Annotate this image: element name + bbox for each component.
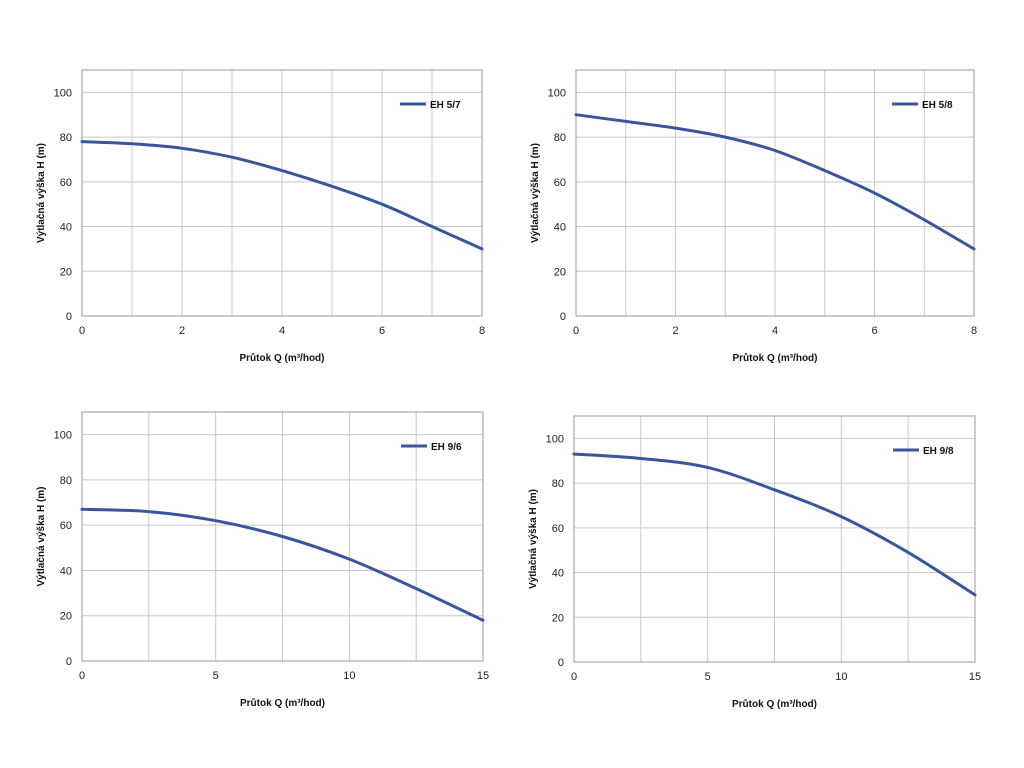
x-tick-label: 5 (213, 670, 219, 682)
x-tick-label: 4 (772, 325, 778, 337)
x-tick-label: 2 (672, 325, 678, 337)
x-tick-label: 5 (705, 671, 711, 683)
x-tick-label: 2 (179, 325, 185, 337)
y-tick-label: 20 (60, 266, 72, 278)
y-tick-label: 0 (560, 311, 566, 323)
x-tick-label: 10 (835, 671, 847, 683)
plot-frame (573, 415, 976, 663)
y-tick-label: 40 (554, 222, 566, 234)
y-tick-label: 80 (60, 132, 72, 144)
x-tick-label: 10 (343, 670, 355, 682)
x-axis-label: Průtok Q (m³/hod) (240, 352, 325, 364)
series-line (80, 507, 485, 622)
legend-label: EH 9/8 (923, 446, 954, 457)
y-tick-label: 0 (66, 311, 72, 323)
y-tick-label: 80 (552, 478, 564, 490)
y-tick-label: 80 (60, 475, 72, 487)
plot-frame (81, 411, 484, 662)
y-axis-label: Výtlačná výška H (m) (530, 143, 541, 243)
x-tick-label: 0 (573, 325, 579, 337)
x-tick-label: 4 (279, 325, 285, 337)
y-tick-label: 60 (552, 523, 564, 535)
pump-curve-chart-eh-9-6: 0 20 40 60 80 100 0 5 10 15 Průtok Q (m³/hod) Výtla… (36, 411, 489, 709)
series-line (80, 140, 484, 251)
legend-label: EH 9/6 (431, 442, 462, 453)
x-tick-label: 0 (571, 671, 577, 683)
legend-label: EH 5/8 (922, 100, 953, 111)
x-tick-label: 6 (871, 325, 877, 337)
x-tick-label: 8 (971, 325, 977, 337)
y-tick-label: 40 (60, 565, 72, 577)
x-tick-label: 0 (79, 325, 85, 337)
x-tick-label: 0 (79, 670, 85, 682)
y-tick-label: 0 (66, 656, 72, 668)
y-axis-label: Výtlačná výška H (m) (36, 143, 47, 243)
y-tick-label: 100 (54, 430, 72, 442)
y-tick-label: 20 (60, 611, 72, 623)
y-tick-label: 60 (554, 177, 566, 189)
x-axis-label: Průtok Q (m³/hod) (732, 698, 817, 710)
series-line (574, 113, 976, 251)
legend-label: EH 5/7 (430, 100, 461, 111)
y-tick-label: 20 (552, 612, 564, 624)
plot-frame (81, 69, 483, 317)
plot-frame (575, 69, 975, 317)
y-axis-label: Výtlačná výška H (m) (528, 489, 539, 589)
y-tick-label: 60 (60, 520, 72, 532)
y-tick-label: 80 (554, 132, 566, 144)
y-tick-label: 20 (554, 266, 566, 278)
pump-curve-chart-eh-9-8: 0 20 40 60 80 100 0 5 10 15 Průtok Q (m³/hod) Výtla… (528, 415, 981, 710)
y-tick-label: 100 (54, 87, 72, 99)
y-tick-label: 40 (60, 222, 72, 234)
x-tick-label: 6 (379, 325, 385, 337)
x-axis-label: Průtok Q (m³/hod) (240, 697, 325, 709)
y-tick-label: 100 (548, 87, 566, 99)
series-line (572, 452, 977, 597)
y-tick-label: 40 (552, 568, 564, 580)
x-axis-label: Průtok Q (m³/hod) (733, 352, 818, 364)
y-axis-label: Výtlačná výška H (m) (36, 486, 47, 586)
pump-curve-chart-eh-5-7: 0 20 40 60 80 100 0 2 4 6 8 Průtok Q (m³/hod) Výtlač… (36, 69, 485, 364)
pump-curve-chart-eh-5-8: 0 20 40 60 80 100 0 2 4 6 8 Průtok Q (m³/hod) Výtlač… (530, 69, 977, 364)
y-tick-label: 100 (546, 433, 564, 445)
x-tick-label: 8 (479, 325, 485, 337)
y-tick-label: 60 (60, 177, 72, 189)
x-tick-label: 15 (477, 670, 489, 682)
x-tick-label: 15 (969, 671, 981, 683)
y-tick-label: 0 (558, 657, 564, 669)
